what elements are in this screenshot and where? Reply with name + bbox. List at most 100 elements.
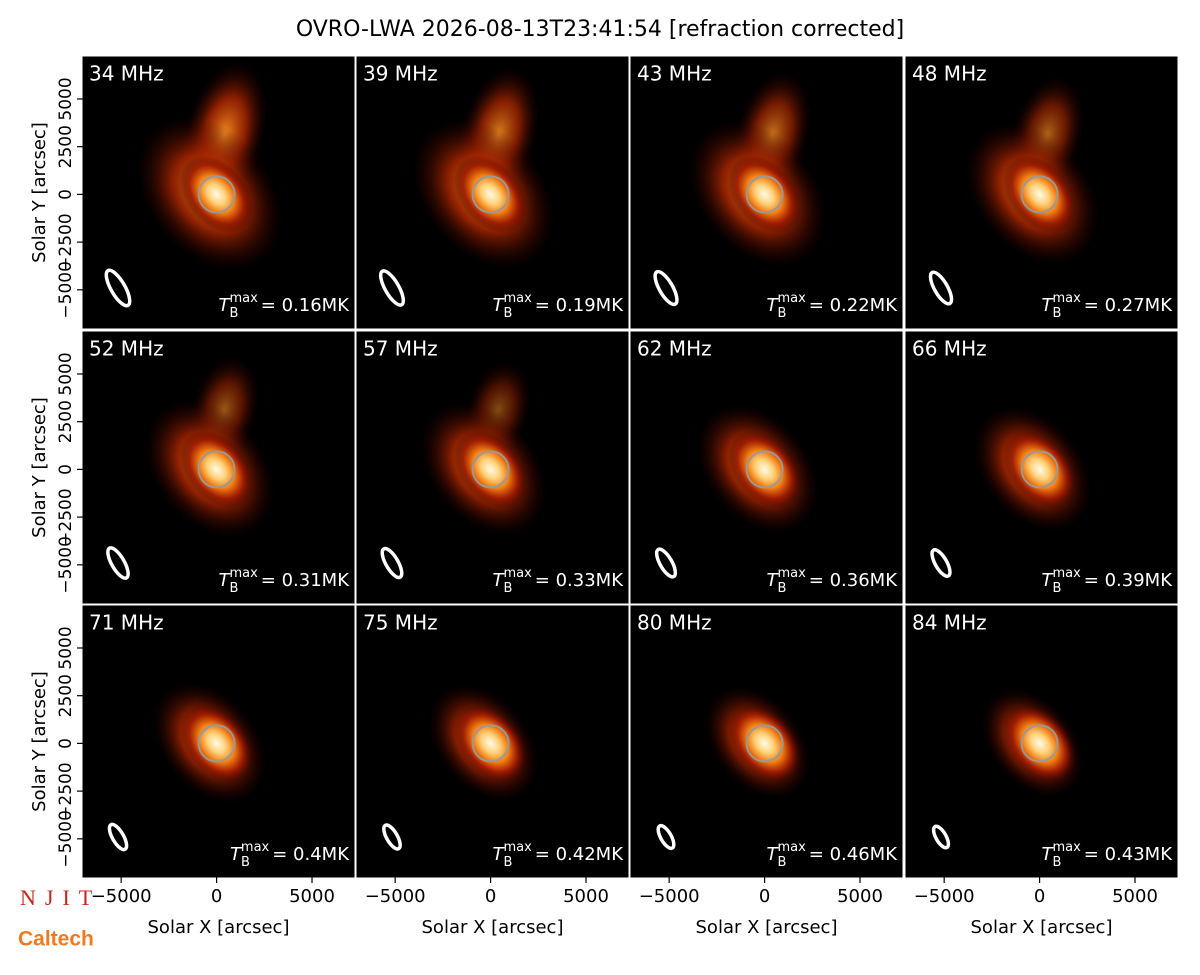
emission-core — [454, 704, 528, 783]
tb-sub: B — [230, 306, 239, 321]
tb-sub: B — [778, 581, 787, 596]
tb-max-label: TBmax = 0.39MK — [1042, 566, 1174, 596]
tb-max-label: TBmax = 0.22MK — [767, 291, 899, 321]
tb-symbol: T — [219, 570, 232, 591]
tb-symbol: T — [767, 570, 780, 591]
caltech-logo: Caltech — [18, 928, 94, 951]
x-tick-label: 0 — [485, 886, 496, 907]
emission-core — [454, 430, 528, 509]
tb-sup: max — [777, 566, 806, 581]
beam — [930, 548, 952, 578]
beam — [931, 824, 951, 850]
y-tick-label: 2500 — [56, 400, 76, 443]
frequency-label: 71 MHz — [89, 611, 164, 635]
beam — [382, 823, 402, 851]
njit-logo: NJIT — [20, 885, 101, 910]
emission-core — [1003, 704, 1077, 783]
y-tick-label: 0 — [56, 464, 76, 475]
tb-value: = 0.16MK — [261, 295, 350, 316]
panel-frame — [82, 331, 355, 604]
beam — [656, 823, 676, 851]
frequency-label: 80 MHz — [637, 611, 712, 635]
solar-disk — [745, 724, 784, 763]
tb-value: = 0.27MK — [1084, 295, 1173, 316]
frequency-label: 39 MHz — [363, 62, 438, 86]
solar-disk — [471, 175, 510, 214]
tb-value: = 0.31MK — [261, 570, 350, 591]
y-tick-label: 5000 — [56, 626, 76, 669]
frequency-label: 48 MHz — [912, 62, 987, 86]
tb-symbol: T — [1042, 844, 1055, 865]
panel-frame — [356, 331, 629, 604]
tb-sub: B — [504, 855, 513, 870]
tb-symbol: T — [493, 570, 506, 591]
emission-core — [1003, 155, 1077, 234]
panel: 62 MHz TBmax = 0.36MK — [630, 331, 903, 604]
x-axis-label: Solar X [arcsec] — [696, 917, 838, 938]
emission-core — [180, 430, 254, 509]
panel-frame — [630, 56, 903, 329]
panel-frame — [82, 56, 355, 329]
panel-frame — [82, 605, 355, 878]
tb-value: = 0.4MK — [272, 844, 350, 865]
x-tick-label: −5000 — [639, 886, 700, 907]
tb-max-label: TBmax = 0.33MK — [493, 566, 625, 596]
beam — [107, 822, 129, 852]
tb-symbol: T — [493, 295, 506, 316]
solar-disk — [197, 724, 236, 763]
tb-value: = 0.36MK — [809, 570, 898, 591]
tb-value: = 0.19MK — [535, 295, 624, 316]
y-axis-label: Solar Y [arcsec] — [29, 122, 50, 263]
tb-sub: B — [504, 306, 513, 321]
y-tick-label: 5000 — [56, 77, 76, 120]
panel: 57 MHz TBmax = 0.33MK — [356, 331, 629, 604]
panel: 84 MHz TBmax = 0.43MK −5000 0 5000 Solar X [ar… — [905, 605, 1178, 938]
y-axis-label: Solar Y [arcsec] — [29, 397, 50, 538]
radio-image — [357, 57, 628, 328]
panel-frame — [630, 331, 903, 604]
solar-disk — [1020, 175, 1059, 214]
tb-max-label: TBmax = 0.4MK — [230, 840, 350, 870]
panel: 80 MHz TBmax = 0.46MK −5000 0 5000 Solar X [ar… — [630, 605, 903, 938]
beam — [378, 269, 406, 307]
radio-image — [906, 57, 1177, 328]
solar-disk — [745, 450, 784, 489]
tb-sub: B — [778, 306, 787, 321]
beam — [106, 546, 130, 580]
y-tick-label: −5000 — [56, 261, 76, 319]
tb-sup: max — [241, 840, 270, 855]
tb-max-label: TBmax = 0.31MK — [219, 566, 351, 596]
tb-sup: max — [777, 840, 806, 855]
x-tick-label: 5000 — [837, 886, 883, 907]
x-tick-label: 0 — [211, 886, 222, 907]
tb-sup: max — [1052, 291, 1081, 306]
tb-sup: max — [1052, 566, 1081, 581]
solar-disk — [745, 175, 784, 214]
tb-sub: B — [1053, 581, 1062, 596]
tb-symbol: T — [767, 295, 780, 316]
frequency-label: 66 MHz — [912, 337, 987, 361]
tb-value: = 0.46MK — [809, 844, 898, 865]
panel: 75 MHz TBmax = 0.42MK −5000 0 5000 Solar X [ar… — [356, 605, 629, 938]
frequency-label: 62 MHz — [637, 337, 712, 361]
y-tick-label: 0 — [56, 738, 76, 749]
tb-symbol: T — [219, 295, 232, 316]
panel-frame — [905, 605, 1178, 878]
emission-core — [454, 155, 528, 234]
tb-symbol: T — [230, 844, 243, 865]
radio-image — [357, 606, 628, 877]
panel-frame — [905, 331, 1178, 604]
emission-core — [180, 155, 254, 234]
solar-disk — [1020, 724, 1059, 763]
emission-core — [728, 430, 802, 509]
beam — [380, 546, 404, 580]
y-tick-label: −5000 — [56, 810, 76, 868]
y-tick-label: −2500 — [56, 213, 76, 271]
beam — [104, 268, 132, 308]
panel-frame — [356, 56, 629, 329]
x-tick-label: 0 — [759, 886, 770, 907]
tb-max-label: TBmax = 0.16MK — [219, 291, 351, 321]
tb-value: = 0.33MK — [535, 570, 624, 591]
y-tick-label: 0 — [56, 189, 76, 200]
solar-disk — [197, 450, 236, 489]
